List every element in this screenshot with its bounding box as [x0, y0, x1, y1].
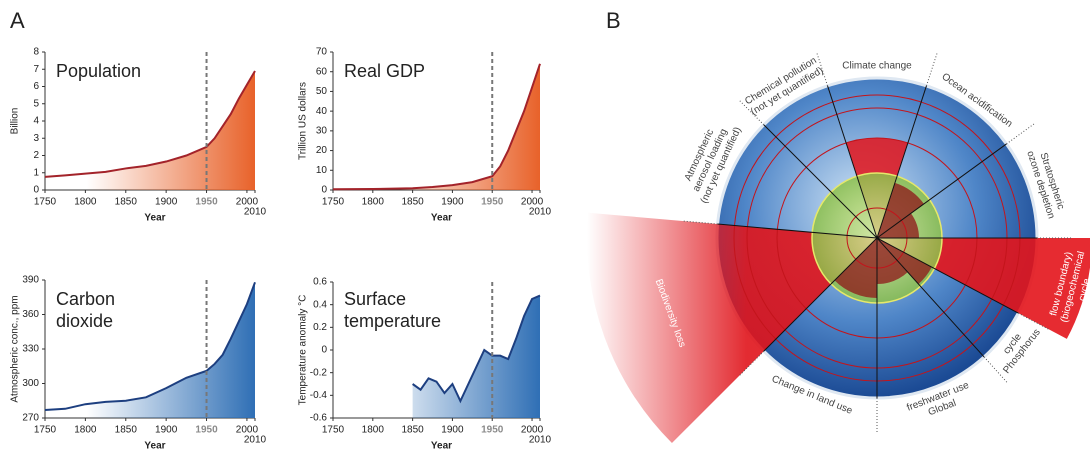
y-tick-label: 0	[321, 345, 327, 356]
x-tick-label: 2010	[244, 435, 267, 446]
x-tick-label: 1750	[322, 197, 345, 208]
x-tick-label: 1900	[155, 425, 178, 436]
x-tick-label: 1950	[481, 425, 504, 436]
x-tick-label: 1800	[74, 197, 97, 208]
y-tick-label: 390	[22, 275, 39, 286]
y-axis-label: Trillion US dollars	[298, 82, 309, 160]
figure: A B Population 0 1 2 3 4 5 6 7 8 1750 1800 1850 1900 1…	[0, 0, 1090, 455]
x-tick-label: 1950	[195, 425, 218, 436]
x-axis-label: Year	[144, 441, 165, 452]
x-tick-label: 2010	[244, 207, 267, 218]
y-axis-label: Temperature anomaly °C	[298, 295, 309, 406]
y-tick-label: 50	[316, 86, 328, 97]
panel-label: A	[10, 8, 25, 33]
x-tick-label: 1900	[441, 197, 464, 208]
panel-label: B	[606, 8, 621, 33]
y-tick-label: 0.4	[313, 299, 327, 310]
y-axis-label: Atmospheric conc., ppm	[10, 295, 21, 402]
y-tick-label: 60	[316, 66, 328, 77]
x-tick-label: 1800	[74, 425, 97, 436]
y-tick-label: 1	[33, 167, 39, 178]
x-tick-label: 2010	[529, 207, 552, 218]
x-tick-label: 1950	[195, 197, 218, 208]
chart-title: Surface	[344, 289, 406, 309]
y-axis-label: Billion	[10, 108, 21, 135]
y-tick-label: 300	[22, 378, 39, 389]
y-tick-label: -0.2	[310, 367, 328, 378]
x-tick-label: 1850	[115, 197, 138, 208]
x-tick-label: 1900	[155, 197, 178, 208]
y-tick-label: 0.2	[313, 322, 327, 333]
y-tick-label: -0.4	[310, 390, 328, 401]
x-tick-label: 1850	[115, 425, 138, 436]
chart-title: Population	[56, 61, 141, 81]
y-tick-label: 5	[33, 98, 39, 109]
y-tick-label: 360	[22, 309, 39, 320]
sector-divider	[1006, 123, 1034, 144]
x-axis-label: Year	[144, 213, 165, 224]
chart-title: dioxide	[56, 311, 113, 331]
y-tick-label: 2	[33, 150, 39, 161]
x-tick-label: 1750	[34, 197, 57, 208]
x-axis-label: Year	[431, 441, 452, 452]
y-tick-label: 6	[33, 81, 39, 92]
chart-title: Real GDP	[344, 61, 425, 81]
y-tick-label: 7	[33, 64, 39, 75]
x-tick-label: 1950	[481, 197, 504, 208]
y-tick-label: 8	[33, 47, 39, 58]
x-axis-label: Year	[431, 213, 452, 224]
x-tick-label: 1800	[362, 197, 385, 208]
y-tick-label: 10	[316, 165, 328, 176]
y-tick-label: 70	[316, 47, 328, 58]
y-tick-label: 4	[33, 116, 39, 127]
y-tick-label: 40	[316, 106, 328, 117]
x-tick-label: 1800	[362, 425, 385, 436]
x-tick-label: 1750	[34, 425, 57, 436]
area	[45, 71, 255, 190]
y-tick-label: 0	[321, 185, 327, 196]
area	[333, 64, 540, 190]
x-tick-label: 2010	[529, 435, 552, 446]
y-tick-label: 270	[22, 413, 39, 424]
x-tick-label: 1750	[322, 425, 345, 436]
sector-divider	[926, 53, 937, 86]
y-tick-label: 30	[316, 125, 328, 136]
x-tick-label: 1850	[401, 425, 424, 436]
x-tick-label: 1850	[401, 197, 424, 208]
y-tick-label: -0.6	[310, 413, 328, 424]
x-tick-label: 1900	[441, 425, 464, 436]
y-tick-label: 330	[22, 344, 39, 355]
y-tick-label: 0	[33, 185, 39, 196]
y-tick-label: 20	[316, 145, 328, 156]
sector-label: Climate change	[842, 61, 912, 72]
y-tick-label: 0.6	[313, 277, 327, 288]
chart-title: Carbon	[56, 289, 115, 309]
y-tick-label: 3	[33, 133, 39, 144]
chart-title: temperature	[344, 311, 441, 331]
